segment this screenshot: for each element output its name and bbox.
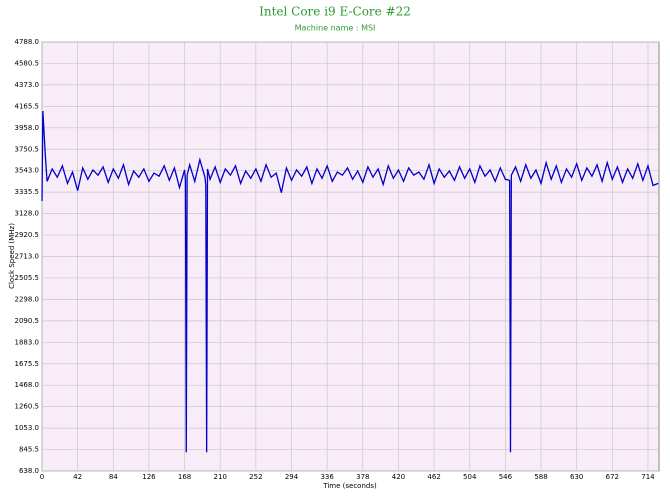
y-tick-label: 4788.0 [15, 38, 40, 46]
x-tick-label: 42 [73, 473, 82, 481]
x-tick-label: 252 [249, 473, 262, 481]
y-tick-label: 1053.0 [15, 424, 40, 432]
y-tick-label: 845.5 [19, 446, 39, 454]
x-axis-label: Time (seconds) [322, 482, 377, 490]
x-tick-label: 504 [463, 473, 477, 481]
x-tick-label: 630 [570, 473, 583, 481]
y-tick-label: 4580.5 [15, 59, 40, 67]
y-tick-label: 3128.0 [15, 210, 40, 218]
x-tick-label: 378 [356, 473, 369, 481]
y-tick-label: 4165.5 [15, 102, 40, 110]
y-tick-label: 2505.5 [15, 274, 40, 282]
chart-subtitle: Machine name : MSI [295, 24, 376, 33]
x-tick-label: 84 [109, 473, 118, 481]
x-tick-label: 462 [427, 473, 440, 481]
x-tick-label: 588 [534, 473, 547, 481]
y-tick-label: 638.0 [19, 467, 39, 475]
y-tick-label: 3750.5 [15, 145, 40, 153]
y-tick-label: 3958.0 [15, 124, 40, 132]
x-tick-label: 210 [214, 473, 227, 481]
y-tick-label: 2713.0 [15, 253, 40, 261]
x-tick-label: 336 [320, 473, 334, 481]
y-tick-label: 2298.0 [15, 295, 40, 303]
x-tick-label: 168 [178, 473, 191, 481]
x-tick-label: 294 [285, 473, 299, 481]
x-tick-label: 672 [606, 473, 619, 481]
x-tick-label: 714 [641, 473, 655, 481]
x-tick-label: 546 [499, 473, 513, 481]
y-tick-label: 1883.0 [15, 338, 40, 346]
x-tick-label: 126 [142, 473, 156, 481]
y-axis-label: Clock Speed (MHz) [8, 223, 16, 289]
y-tick-label: 2920.5 [15, 231, 40, 239]
x-tick-label: 0 [40, 473, 44, 481]
y-tick-label: 1468.0 [15, 381, 40, 389]
y-tick-label: 3543.0 [15, 167, 40, 175]
y-tick-label: 3335.5 [15, 188, 40, 196]
y-tick-label: 2090.5 [15, 317, 40, 325]
y-tick-label: 1675.5 [15, 360, 40, 368]
chart-title: Intel Core i9 E-Core #22 [259, 5, 411, 19]
x-tick-label: 420 [392, 473, 405, 481]
data-line [41, 111, 659, 453]
y-tick-label: 4373.0 [15, 81, 40, 89]
y-tick-label: 1260.5 [15, 403, 40, 411]
